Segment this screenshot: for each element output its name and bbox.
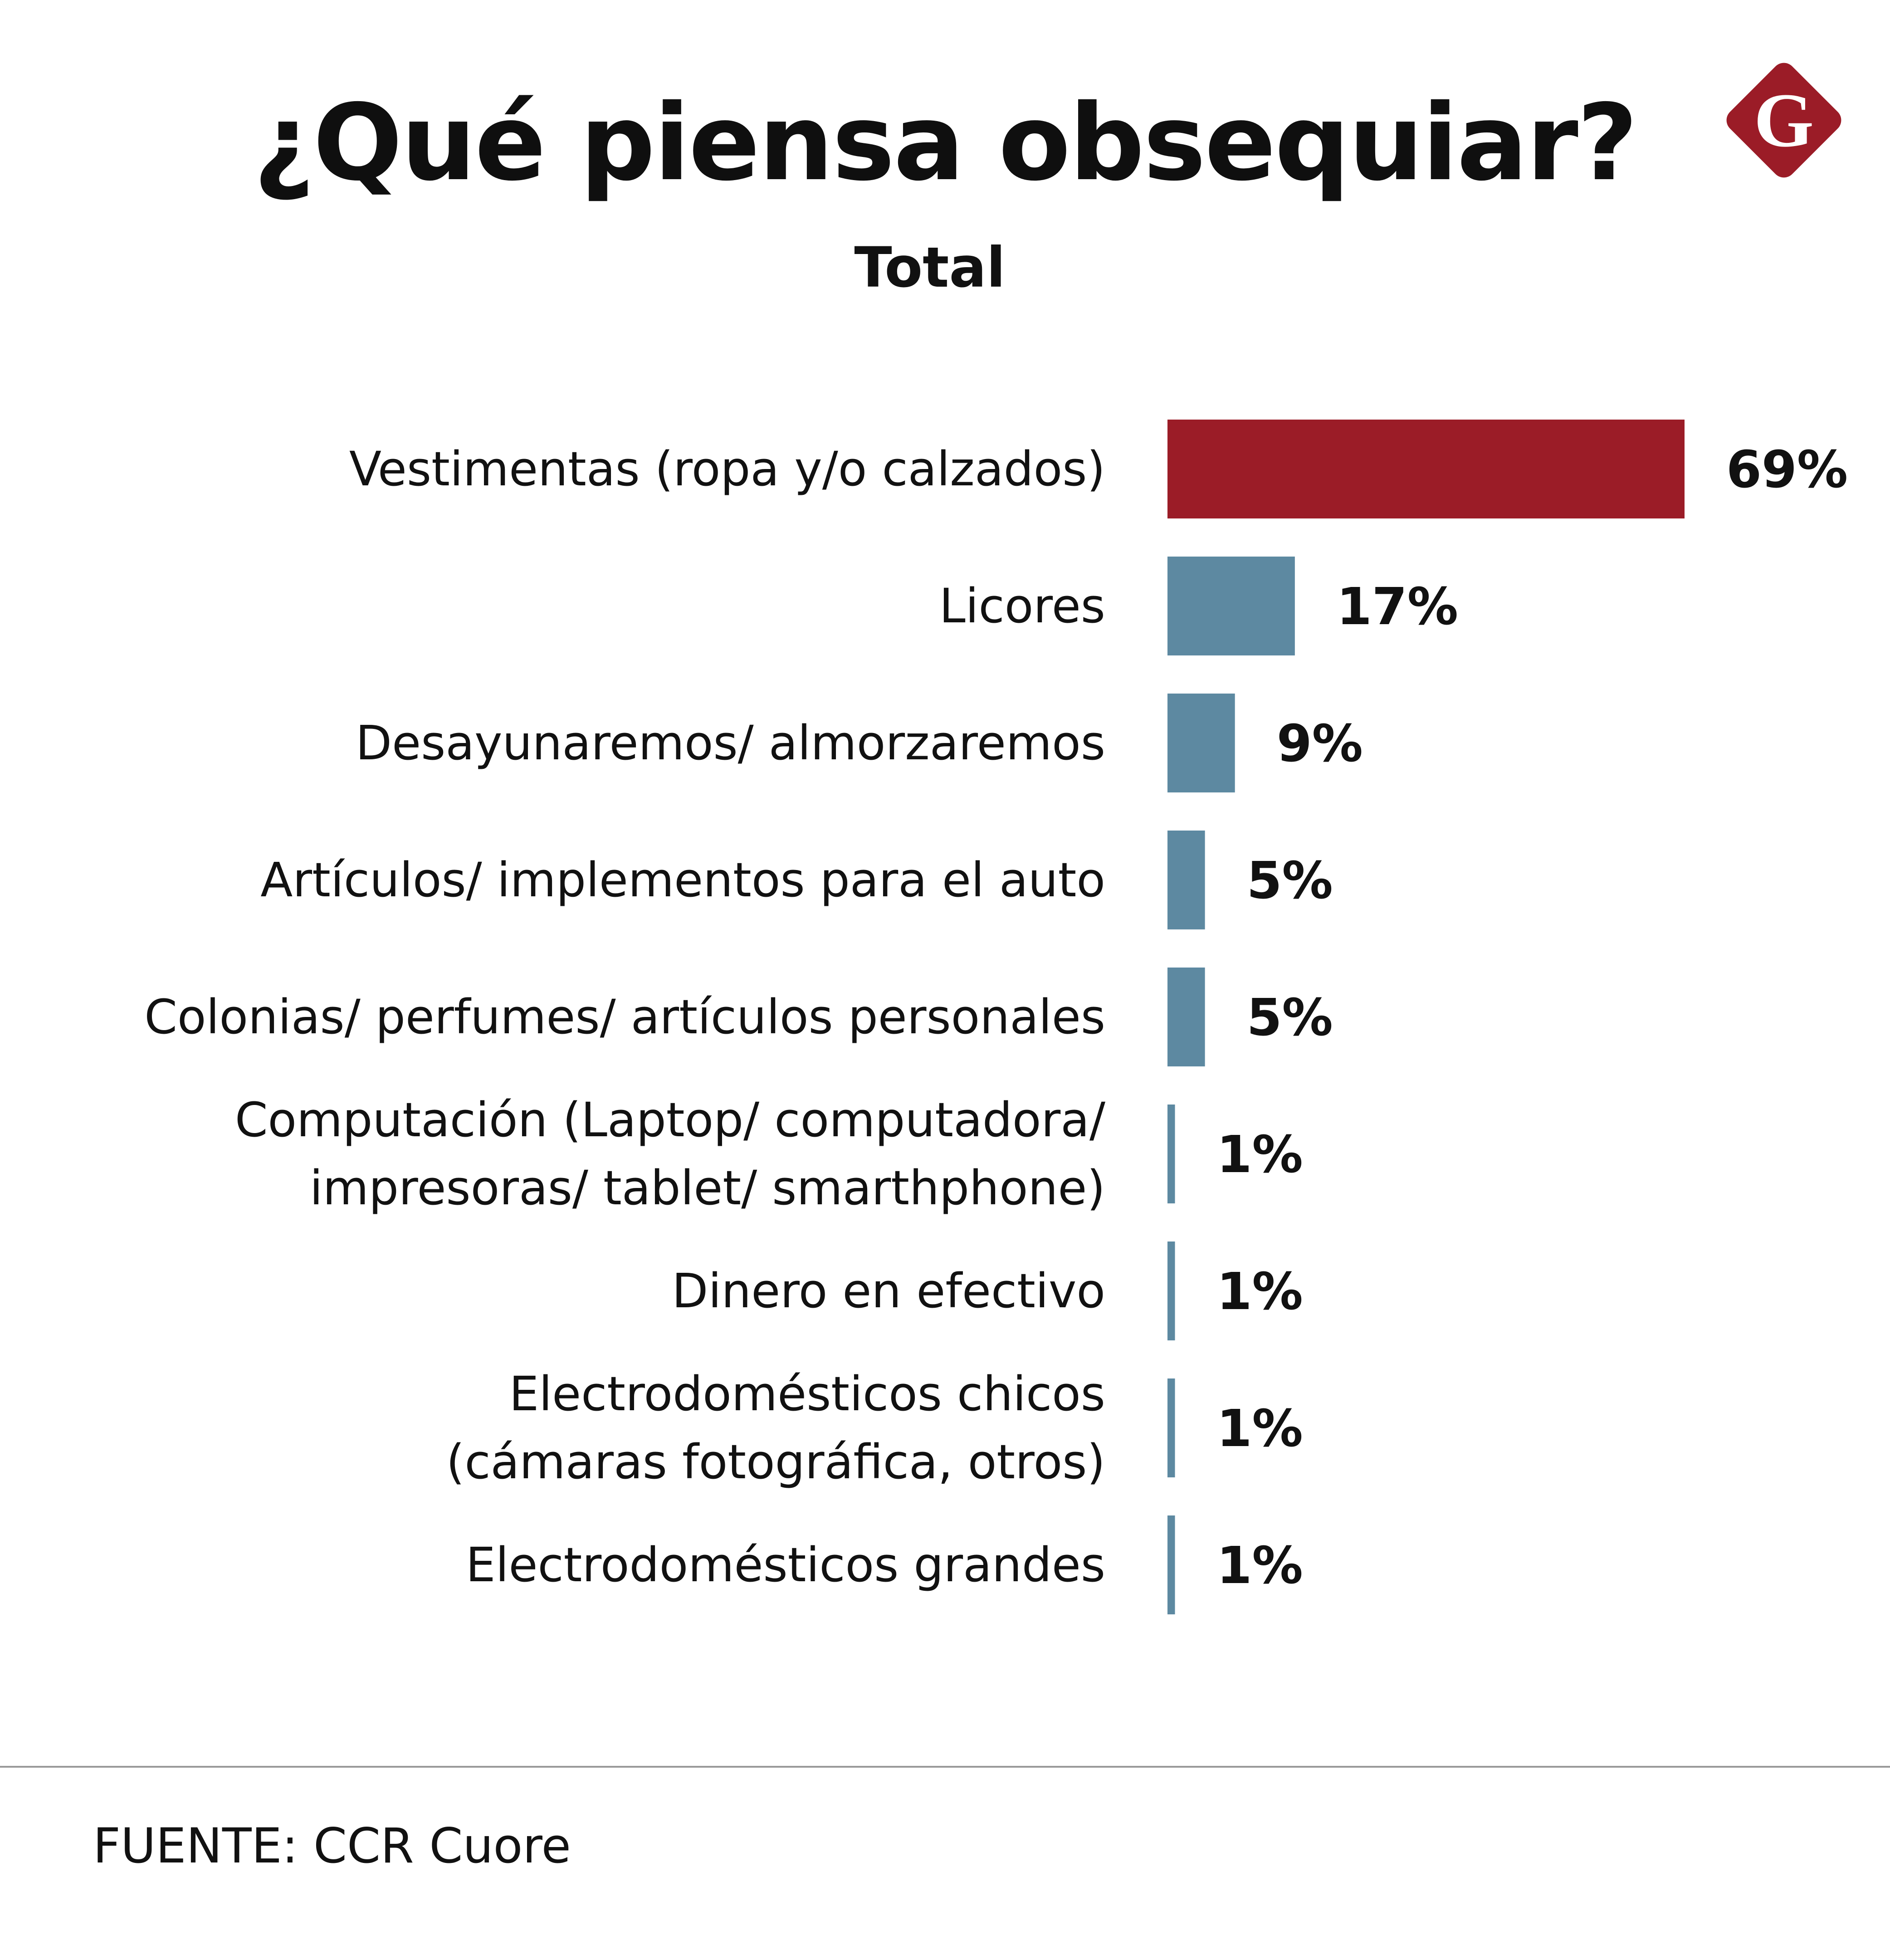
value-label: 1% bbox=[1217, 1536, 1303, 1595]
value-label: 69% bbox=[1726, 440, 1848, 499]
category-label: Dinero en efectivo bbox=[672, 1263, 1105, 1319]
category-label: Colonias/ perfumes/ artículos personales bbox=[144, 989, 1105, 1045]
value-label: 5% bbox=[1247, 988, 1333, 1047]
bar bbox=[1167, 694, 1235, 792]
category-label: Desayunaremos/ almorzaremos bbox=[356, 715, 1105, 771]
logo-diamond bbox=[1726, 63, 1841, 178]
category-label: Computación (Laptop/ computadora/ bbox=[235, 1092, 1106, 1148]
value-label: 5% bbox=[1247, 851, 1333, 910]
category-label: Artículos/ implementos para el auto bbox=[260, 852, 1105, 908]
bar bbox=[1167, 420, 1685, 518]
category-label: impresoras/ tablet/ smarthphone) bbox=[310, 1160, 1105, 1216]
value-label: 1% bbox=[1217, 1125, 1303, 1184]
bar bbox=[1167, 968, 1205, 1066]
category-label: Vestimentas (ropa y/o calzados) bbox=[349, 441, 1105, 497]
bar bbox=[1167, 557, 1295, 655]
category-label: Electrodomésticos chicos bbox=[509, 1366, 1105, 1422]
value-label: 1% bbox=[1217, 1399, 1303, 1458]
bar bbox=[1167, 1378, 1175, 1477]
category-label: Licores bbox=[939, 578, 1105, 634]
category-label: (cámaras fotográfica, otros) bbox=[446, 1434, 1105, 1490]
footer-divider bbox=[0, 1766, 1890, 1768]
bar bbox=[1167, 1241, 1175, 1340]
value-label: 17% bbox=[1337, 577, 1458, 636]
bar-chart: 69% Vestimentas (ropa y/o calzados) 17% Lic… bbox=[144, 420, 1848, 1614]
bar bbox=[1167, 1515, 1175, 1614]
source-note: FUENTE: CCR Cuore bbox=[93, 1818, 571, 1874]
chart-title: ¿Qué piensa obsequiar? bbox=[253, 82, 1638, 204]
value-label: 1% bbox=[1217, 1262, 1303, 1321]
bar bbox=[1167, 831, 1205, 929]
brand-logo: G bbox=[1726, 63, 1841, 178]
value-label: 9% bbox=[1277, 714, 1363, 773]
bar bbox=[1167, 1105, 1175, 1203]
category-label: Electrodomésticos grandes bbox=[466, 1537, 1105, 1593]
logo-letter: G bbox=[1754, 78, 1814, 163]
chart-subtitle: Total bbox=[854, 235, 1006, 300]
